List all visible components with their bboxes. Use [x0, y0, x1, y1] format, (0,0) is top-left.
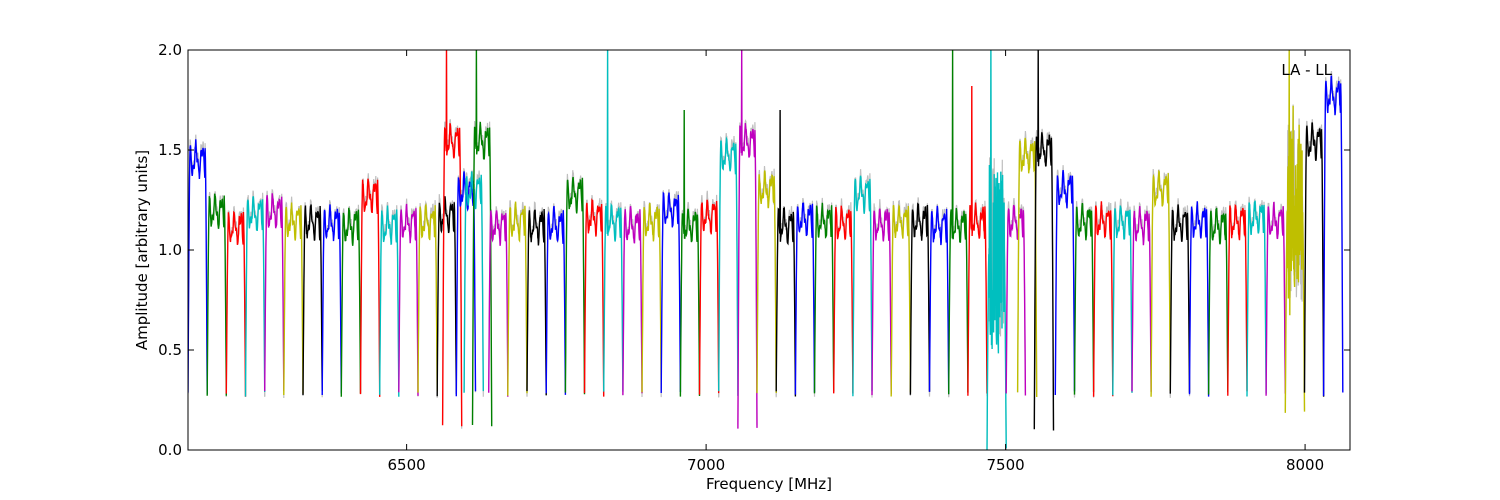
spw-trace	[436, 196, 457, 397]
spw-trace	[564, 176, 586, 395]
spw-trace	[321, 204, 342, 396]
y-tick-label: 1.5	[158, 141, 182, 159]
spw-trace	[1112, 205, 1133, 396]
spw-trace	[1284, 50, 1306, 413]
spw-trace	[603, 50, 624, 392]
spw-trace	[641, 202, 662, 393]
spw-trace	[188, 139, 208, 395]
spw-trace	[756, 170, 777, 394]
spw-trace	[890, 204, 912, 397]
spw-trace	[488, 210, 509, 397]
spw-trace	[622, 206, 643, 396]
spw-trace	[1073, 202, 1095, 395]
spw-trace	[852, 175, 873, 397]
trace-layer	[188, 50, 1344, 450]
y-tick-label: 0.0	[158, 441, 182, 459]
y-axis: 0.0 0.5 1.0 1.5 2.0	[158, 41, 1350, 459]
spw-trace	[1005, 204, 1027, 396]
spw-trace	[1169, 204, 1191, 394]
spw-trace	[871, 208, 892, 396]
spw-trace	[660, 191, 682, 394]
spw-trace	[417, 202, 438, 393]
spw-trace	[302, 204, 323, 396]
spw-trace	[1246, 200, 1267, 397]
spw-trace	[1265, 201, 1286, 396]
spw-trace	[833, 205, 854, 394]
spw-trace	[1207, 207, 1229, 395]
spw-trace	[1092, 201, 1114, 397]
spw-trace	[986, 50, 1007, 450]
spw-trace	[794, 202, 816, 395]
spw-trace	[737, 50, 758, 429]
spw-trace	[909, 202, 931, 395]
y-tick-label: 2.0	[158, 41, 182, 59]
x-axis: 6500 7000 7500 8000	[388, 50, 1324, 474]
spw-trace	[225, 210, 247, 397]
spw-trace	[775, 109, 797, 397]
spw-trace	[1033, 50, 1055, 431]
spw-trace	[379, 205, 400, 397]
spw-trace	[1054, 170, 1076, 396]
spw-trace	[1131, 206, 1152, 392]
spw-trace	[398, 203, 419, 396]
baseline-annotation: LA - LL	[1281, 61, 1332, 79]
spw-trace	[1303, 122, 1325, 397]
spw-trace	[698, 199, 720, 395]
spw-trace	[264, 193, 285, 392]
spw-trace	[1322, 75, 1344, 396]
spw-trace	[1016, 137, 1038, 398]
x-tick-label: 8000	[1286, 456, 1324, 474]
spw-trace	[718, 136, 739, 396]
spw-trace	[1188, 201, 1210, 397]
y-tick-label: 0.5	[158, 341, 182, 359]
spw-trace	[813, 202, 835, 394]
spw-trace	[283, 202, 304, 396]
x-tick-label: 6500	[388, 456, 426, 474]
y-axis-title: Amplitude [arbitrary units]	[133, 150, 151, 350]
spw-trace	[583, 198, 605, 397]
spw-trace	[1150, 169, 1171, 397]
x-tick-label: 7000	[687, 456, 725, 474]
spw-trace	[471, 50, 493, 427]
spw-trace	[967, 85, 988, 396]
spw-trace	[679, 109, 701, 397]
x-axis-title: Frequency [MHz]	[706, 475, 832, 493]
spw-trace	[441, 50, 463, 427]
spw-trace	[1227, 203, 1248, 396]
spw-trace	[526, 208, 547, 396]
plot-background	[188, 50, 1350, 450]
spw-trace	[545, 205, 567, 395]
spw-trace	[206, 193, 227, 396]
spw-trace	[928, 205, 950, 395]
spw-trace	[359, 178, 381, 397]
spw-trace	[948, 50, 969, 395]
x-tick-label: 7500	[986, 456, 1024, 474]
spw-trace	[507, 201, 528, 396]
y-tick-label: 1.0	[158, 241, 182, 259]
spw-trace	[244, 196, 266, 397]
spw-trace	[340, 207, 362, 397]
